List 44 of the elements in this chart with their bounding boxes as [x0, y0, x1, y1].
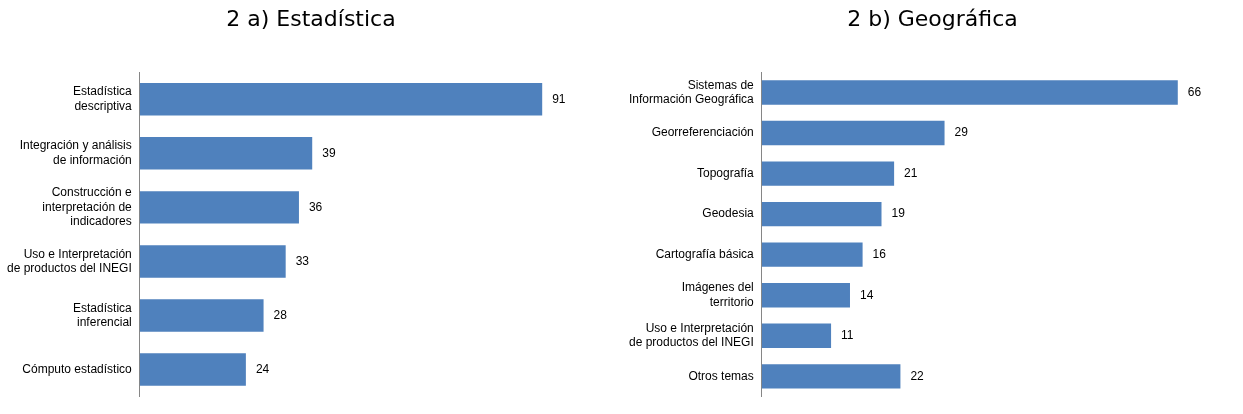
data-label: 28: [273, 307, 288, 322]
data-label: 33: [295, 253, 310, 268]
chart-title: 2 a) Estadística: [225, 6, 397, 31]
bar: [139, 299, 264, 332]
y-tick-label: Imágenes del territorio: [681, 280, 755, 309]
data-label: 22: [910, 368, 925, 383]
bar: [761, 323, 832, 348]
data-label: 14: [859, 287, 874, 302]
data-label: 21: [904, 165, 918, 180]
y-tick-label: Cómputo estadístico: [22, 361, 133, 376]
y-tick-label: Estadística descriptiva: [73, 84, 133, 113]
y-tick-label: Otros temas: [688, 368, 754, 383]
bar: [139, 191, 299, 224]
data-label: 36: [308, 199, 323, 214]
y-tick-label: Construcción e interpretación de indicadores: [42, 185, 133, 229]
bar: [761, 120, 945, 146]
y-tick-label: Cartografía básica: [655, 246, 755, 261]
bar: [139, 353, 246, 386]
data-label: 29: [954, 125, 969, 140]
data-label: 39: [322, 145, 336, 160]
bar: [139, 245, 286, 278]
y-tick-label: Estadística inferencial: [73, 300, 133, 330]
data-label: 16: [872, 246, 887, 261]
bar: [761, 80, 1178, 105]
y-tick-label: Integración y análisis de información: [19, 138, 132, 167]
chart-title: 2 b) Geográfica: [846, 6, 1019, 31]
y-tick-label: Uso e Interpretación de productos del INEGI: [7, 246, 132, 275]
y-tick-label: Uso e Interpretación de productos del INEGI: [629, 320, 754, 350]
y-tick-label: Sistemas de Información Geográfica: [629, 77, 755, 106]
data-label: 66: [1187, 84, 1202, 99]
data-label: 19: [891, 206, 906, 221]
bar: [761, 201, 882, 227]
bar: [761, 364, 901, 389]
y-tick-label: Geodesia: [702, 206, 755, 221]
bar: [139, 83, 543, 116]
data-label: 91: [552, 91, 566, 106]
bar: [139, 137, 313, 170]
data-label: 24: [255, 361, 270, 376]
y-tick-label: Topografía: [697, 165, 755, 180]
bar: [761, 161, 895, 186]
bar: [761, 283, 850, 308]
bar: [761, 242, 863, 267]
data-label: 11: [841, 328, 854, 343]
y-tick-label: Georreferenciación: [651, 125, 754, 140]
